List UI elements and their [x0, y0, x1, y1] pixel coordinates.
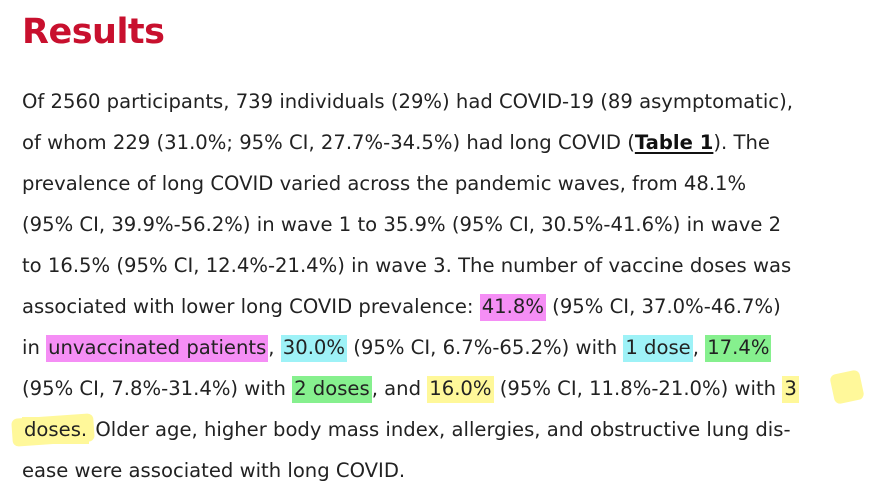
- body-text: ,: [692, 336, 706, 359]
- paragraph-line: (95% CI, 7.8%-31.4%) with 2 doses, and 1…: [22, 368, 872, 409]
- paragraph-line: ease were associated with long COVID.: [22, 450, 872, 491]
- paragraph-line: Of 2560 participants, 739 individuals (2…: [22, 81, 872, 122]
- results-paragraph: Of 2560 participants, 739 individuals (2…: [22, 81, 872, 491]
- body-text: to 16.5% (95% CI, 12.4%-21.4%) in wave 3…: [22, 254, 792, 277]
- paragraph-line: of whom 229 (31.0%; 95% CI, 27.7%-34.5%)…: [22, 122, 872, 163]
- paragraph-line: to 16.5% (95% CI, 12.4%-21.4%) in wave 3…: [22, 245, 872, 286]
- body-text: (95% CI, 6.7%-65.2%) with: [347, 336, 624, 359]
- paragraph-line: (95% CI, 39.9%-56.2%) in wave 1 to 35.9%…: [22, 204, 872, 245]
- highlighted-text-cyan: 1 dose: [623, 335, 693, 362]
- table-1-link[interactable]: Table 1: [634, 131, 714, 154]
- highlighted-text-pink: 41.8%: [479, 294, 546, 321]
- paragraph-line: doses. Older age, higher body mass index…: [22, 409, 872, 450]
- highlighted-text-green: 2 doses: [292, 376, 372, 403]
- paragraph-line: prevalence of long COVID varied across t…: [22, 163, 872, 204]
- body-text: in: [22, 336, 47, 359]
- body-text: ). The: [713, 131, 770, 154]
- paragraph-line: associated with lower long COVID prevale…: [22, 286, 872, 327]
- body-text: (95% CI, 39.9%-56.2%) in wave 1 to 35.9%…: [22, 213, 782, 236]
- body-text: ease were associated with long COVID.: [22, 459, 406, 482]
- highlighted-text-yellow: 16.0%: [427, 376, 494, 403]
- body-text: prevalence of long COVID varied across t…: [22, 172, 747, 195]
- highlighted-text-cyan: 30.0%: [280, 335, 348, 362]
- body-text: , and: [371, 377, 428, 400]
- highlighted-text-pink: unvaccinated patients: [46, 335, 269, 362]
- highlighted-text-yellow: 3: [782, 376, 799, 403]
- highlighted-text-green: 17.4%: [705, 335, 772, 362]
- body-text: of whom 229 (31.0%; 95% CI, 27.7%-34.5%)…: [22, 131, 635, 154]
- body-text: ,: [268, 336, 281, 359]
- body-text: Of 2560 participants, 739 individuals (2…: [22, 90, 793, 113]
- paragraph-line: in unvaccinated patients, 30.0% (95% CI,…: [22, 327, 872, 368]
- body-text: (95% CI, 37.0%-46.7%): [545, 295, 781, 318]
- highlighted-text-yellow: doses.: [22, 417, 90, 444]
- body-text: (95% CI, 11.8%-21.0%) with: [493, 377, 783, 400]
- section-heading: Results: [22, 12, 165, 52]
- body-text: associated with lower long COVID prevale…: [22, 295, 480, 318]
- body-text: Older age, higher body mass index, aller…: [89, 418, 791, 441]
- body-text: (95% CI, 7.8%-31.4%) with: [22, 377, 293, 400]
